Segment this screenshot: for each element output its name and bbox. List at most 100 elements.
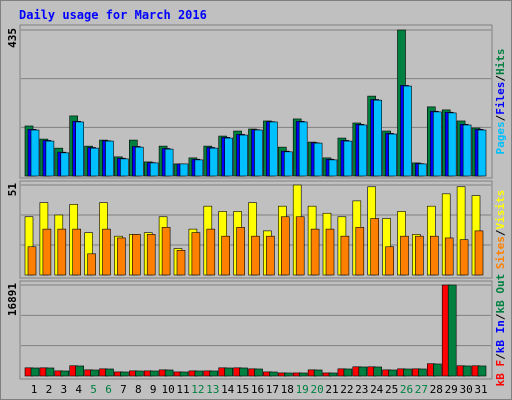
bar: [135, 370, 144, 377]
bar: [60, 152, 70, 177]
x-tick-label: 30: [459, 383, 472, 396]
bar: [343, 140, 353, 177]
bar: [370, 218, 380, 276]
x-tick-label: 29: [445, 383, 458, 396]
bar: [388, 369, 397, 377]
bar: [251, 235, 260, 276]
x-tick-label: 21: [325, 383, 338, 396]
x-tick-label: 5: [90, 383, 97, 396]
bar: [117, 237, 126, 276]
bar: [280, 216, 290, 276]
bar: [224, 367, 233, 377]
bar: [105, 368, 114, 377]
bar: [269, 371, 278, 377]
legend-separator: /: [494, 313, 507, 320]
bar: [447, 112, 457, 177]
legend-entry: kB In: [494, 320, 507, 353]
bar: [310, 228, 320, 276]
bar: [60, 370, 70, 377]
x-tick-label: 12: [191, 383, 204, 396]
bar: [105, 140, 114, 177]
x-tick-label: 23: [355, 383, 368, 396]
legend-separator: /: [494, 353, 507, 360]
x-tick-label: 22: [340, 383, 353, 396]
bar: [462, 365, 472, 377]
bar: [385, 246, 394, 276]
bar: [191, 232, 201, 276]
bar: [120, 371, 129, 377]
x-tick-label: 16: [251, 383, 264, 396]
bar: [403, 368, 412, 377]
x-tick-label: 14: [221, 383, 235, 396]
x-tick-label: 31: [474, 383, 487, 396]
bar: [388, 133, 397, 177]
x-tick-label: 6: [105, 383, 112, 396]
bar: [27, 246, 37, 276]
bar: [444, 237, 454, 276]
bar: [373, 99, 383, 177]
bar: [447, 284, 457, 377]
bar: [206, 228, 216, 276]
bar: [164, 148, 174, 177]
bar: [179, 163, 189, 177]
bar: [325, 228, 335, 276]
legend-separator: /: [494, 114, 507, 121]
bar: [194, 159, 204, 177]
bar: [72, 228, 81, 276]
bar: [343, 368, 353, 377]
bar: [328, 372, 338, 377]
x-tick-label: 9: [150, 383, 157, 396]
bar: [120, 158, 129, 177]
legend-entry: Sites: [494, 236, 507, 269]
bar: [45, 367, 55, 377]
x-tick-label: 17: [266, 383, 279, 396]
legend-entry: Pages: [494, 121, 507, 154]
x-tick-label: 8: [135, 383, 142, 396]
bar: [209, 370, 219, 377]
bar: [298, 372, 308, 377]
x-tick-label: 1: [31, 383, 38, 396]
x-tick-label: 27: [415, 383, 428, 396]
x-tick-label: 3: [60, 383, 67, 396]
bar: [269, 121, 278, 177]
bar: [194, 370, 204, 377]
bar: [340, 235, 350, 276]
bar: [90, 147, 99, 177]
bar: [135, 146, 144, 177]
bar: [298, 121, 308, 177]
bar: [400, 235, 409, 276]
bar: [30, 129, 40, 177]
bar: [149, 162, 159, 177]
y-tick-label: 51: [6, 183, 19, 197]
bar: [418, 368, 427, 377]
bar: [313, 142, 323, 177]
bar: [432, 111, 442, 177]
x-tick-label: 20: [310, 383, 323, 396]
y-tick-label: 435: [6, 28, 19, 48]
x-tick-label: 2: [46, 383, 53, 396]
legend-entry: Visits: [494, 190, 507, 230]
chart-title: Daily usage for March 2016: [19, 8, 207, 22]
bar: [45, 140, 55, 177]
bar: [266, 235, 275, 276]
legend-separator: /: [494, 75, 507, 82]
bar: [239, 367, 248, 377]
bar: [462, 124, 472, 177]
bar: [358, 124, 368, 177]
bar: [221, 235, 230, 276]
x-tick-label: 18: [281, 383, 294, 396]
x-tick-label: 15: [236, 383, 249, 396]
bar: [477, 129, 487, 177]
bar: [149, 370, 159, 377]
bar: [75, 365, 84, 377]
bar: [283, 151, 293, 177]
legend-entry: kB Out: [494, 274, 507, 314]
bar: [102, 228, 111, 276]
bar: [236, 227, 245, 276]
panel: [19, 280, 493, 380]
bar: [295, 216, 305, 276]
bar: [373, 366, 383, 377]
bar: [209, 147, 219, 177]
legend-entry: kB F: [494, 360, 507, 387]
